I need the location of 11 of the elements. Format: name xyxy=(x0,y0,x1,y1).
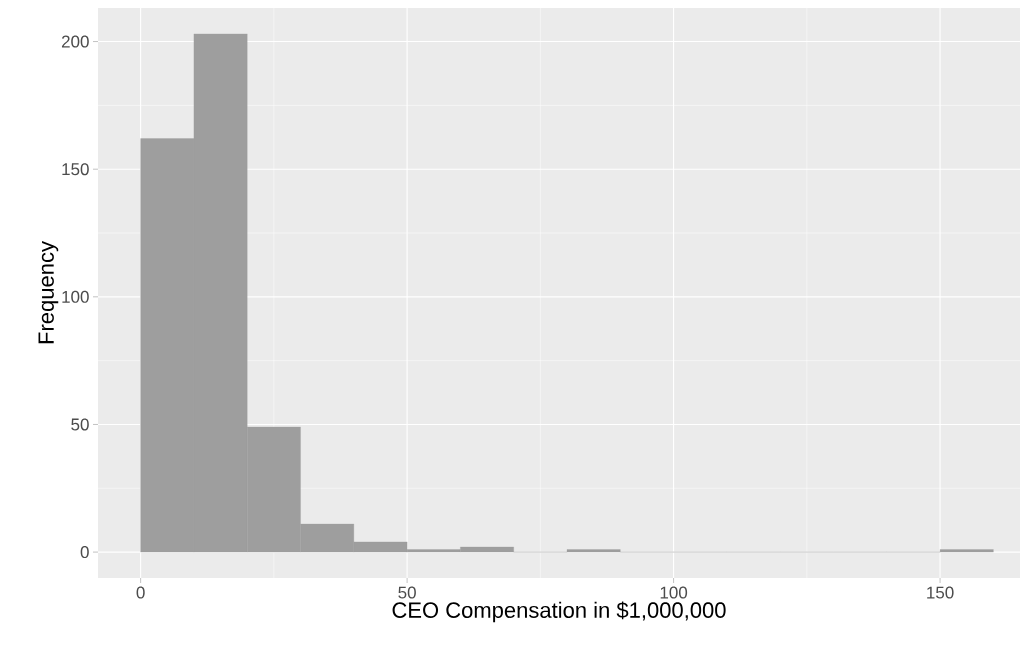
y-tick-label: 100 xyxy=(62,290,89,303)
y-tick-label: 200 xyxy=(61,35,89,48)
y-tick-label: 150 xyxy=(62,163,89,176)
y-axis-title: Frequency xyxy=(38,241,59,344)
y-tick-label: 50 xyxy=(71,418,89,431)
x-tick-label: 0 xyxy=(136,586,145,599)
x-tick-label: 150 xyxy=(927,586,954,599)
x-tick-label: 100 xyxy=(660,586,688,599)
x-axis-title: CEO Compensation in $1,000,000 xyxy=(392,601,726,623)
x-tick-label: 50 xyxy=(398,586,416,599)
y-tick-label: 0 xyxy=(80,546,89,559)
